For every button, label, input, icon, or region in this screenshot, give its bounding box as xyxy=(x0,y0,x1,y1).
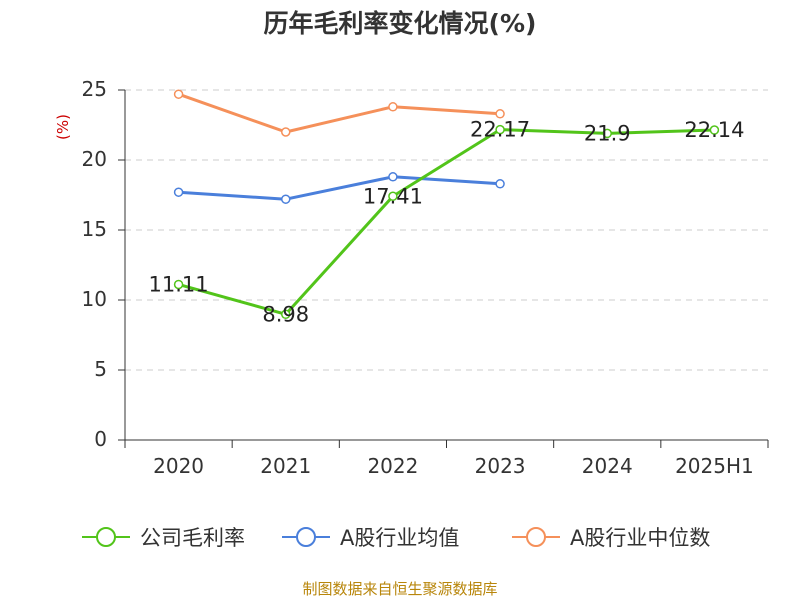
data-point[interactable] xyxy=(281,194,291,204)
data-point[interactable] xyxy=(173,89,184,99)
series-line-1 xyxy=(178,175,501,201)
data-label: 8.98 xyxy=(262,302,309,326)
y-tick-label: 10 xyxy=(82,287,107,311)
y-tick-label: 25 xyxy=(82,77,107,101)
data-point[interactable] xyxy=(602,128,612,139)
legend-label: A股行业均值 xyxy=(340,526,459,550)
legend-marker xyxy=(296,527,316,547)
y-tick-label: 15 xyxy=(82,217,107,241)
data-label: 22.14 xyxy=(684,118,744,142)
legend-label: A股行业中位数 xyxy=(570,526,710,550)
x-tick-label: 2020 xyxy=(153,454,204,478)
data-point[interactable] xyxy=(495,124,505,135)
data-label: 11.11 xyxy=(149,272,209,296)
label-layer: 11.11 8.98 17.41 22.17 21.9 22.14 xyxy=(149,118,745,327)
data-point[interactable] xyxy=(388,102,398,112)
axis-layer: 0 5 10 15 20 25 2020 2021 2022 2023 2024 2025H1 (%) xyxy=(54,77,769,478)
data-point[interactable] xyxy=(709,125,720,135)
grid-layer xyxy=(125,89,768,371)
data-label: 21.9 xyxy=(584,121,631,145)
legend: 公司毛利率 A股行业均值 A股行业中位数 xyxy=(82,526,710,550)
series-layer xyxy=(173,89,720,320)
legend-item-1[interactable]: A股行业均值 xyxy=(282,526,459,550)
legend-marker xyxy=(96,527,116,547)
chart-title: 历年毛利率变化情况(%) xyxy=(263,9,537,38)
legend-marker xyxy=(526,527,546,547)
legend-item-2[interactable]: A股行业中位数 xyxy=(512,526,710,550)
x-tick-label: 2023 xyxy=(475,454,526,478)
y-tick-label: 20 xyxy=(82,147,107,171)
data-point[interactable] xyxy=(281,309,291,320)
x-tick-label: 2022 xyxy=(367,454,418,478)
data-point[interactable] xyxy=(388,172,398,182)
data-point[interactable] xyxy=(495,109,505,119)
data-point[interactable] xyxy=(388,191,398,202)
y-tick-label: 5 xyxy=(94,357,107,381)
x-tick-label: 2024 xyxy=(582,454,633,478)
series-line-0 xyxy=(178,128,715,316)
y-axis-label: (%) xyxy=(54,114,72,140)
data-point[interactable] xyxy=(173,187,184,197)
data-point[interactable] xyxy=(173,279,184,290)
legend-label: 公司毛利率 xyxy=(140,526,245,550)
source-note: 制图数据来自恒生聚源数据库 xyxy=(302,580,498,598)
data-label: 17.41 xyxy=(363,184,423,208)
x-tick-label: 2021 xyxy=(260,454,311,478)
data-point[interactable] xyxy=(495,179,505,189)
y-tick-label: 0 xyxy=(94,427,107,451)
series-line-2 xyxy=(178,92,501,134)
x-tick-label: 2025H1 xyxy=(675,454,754,478)
legend-item-0[interactable]: 公司毛利率 xyxy=(82,526,245,550)
data-point[interactable] xyxy=(281,127,291,137)
data-label: 22.17 xyxy=(470,118,530,142)
